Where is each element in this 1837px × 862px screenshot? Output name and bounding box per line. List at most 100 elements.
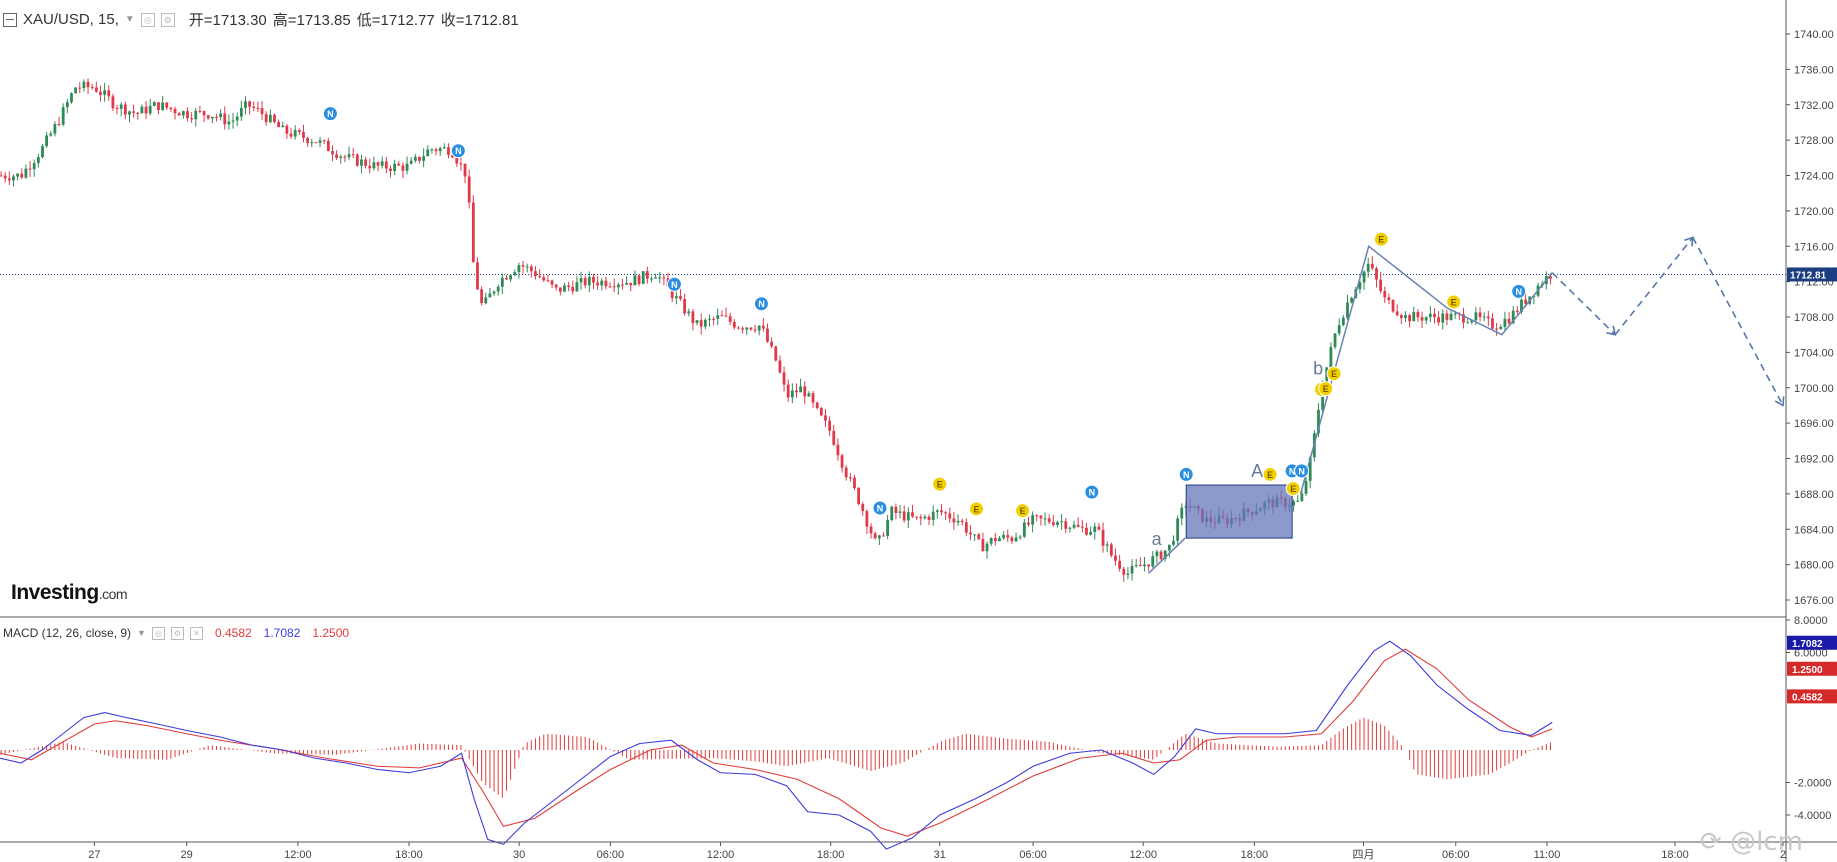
gear-icon[interactable]: ⚙ (170, 626, 184, 640)
marker-label: N (455, 146, 462, 156)
marker-label: N (327, 109, 334, 119)
candle-body (525, 266, 529, 268)
candle-body (161, 102, 165, 110)
candle-body (587, 276, 591, 286)
news-marker (753, 296, 769, 312)
price-tick-label: 1720.00 (1794, 206, 1834, 218)
candle-body (206, 115, 210, 119)
candle-body (1441, 313, 1445, 323)
candle-body (778, 360, 782, 373)
marker-label: N (758, 299, 765, 309)
collapse-toggle-icon[interactable] (3, 12, 17, 27)
candle-body (1010, 537, 1014, 542)
candle-body (1159, 551, 1163, 559)
marker-label: E (1323, 384, 1329, 394)
price-tick-label: 1704.00 (1794, 347, 1834, 359)
candle-body (123, 104, 127, 115)
candle-body (256, 107, 260, 109)
candle-body (331, 151, 334, 155)
symbol-label[interactable]: XAU/USD, 15, (23, 11, 119, 28)
candle-body (807, 393, 811, 397)
candle-body (32, 163, 36, 170)
candle-body (264, 114, 268, 123)
candle-body (844, 467, 848, 478)
candle-body (306, 137, 310, 143)
candle-body (1511, 310, 1515, 324)
investing-logo: Investing.com (11, 581, 128, 605)
macd-name[interactable]: MACD (12, 26, close, 9) (3, 626, 132, 640)
candle-body (447, 147, 450, 155)
candle-body (1122, 568, 1126, 575)
candle-body (289, 133, 293, 137)
event-marker (932, 476, 948, 492)
candle-body (1076, 524, 1080, 527)
candle-body (368, 165, 372, 169)
candle-body (882, 535, 885, 537)
candle-body (596, 282, 600, 286)
chevron-down-icon[interactable]: ▼ (124, 14, 135, 25)
candle-body (380, 161, 384, 166)
candle-body (699, 320, 703, 327)
marker-label: N (1515, 287, 1522, 297)
projection-line (1692, 237, 1784, 406)
high-value: 高=1713.85 (272, 12, 351, 29)
candle-body (931, 511, 935, 520)
candle-body (405, 163, 409, 171)
news-marker (666, 276, 682, 292)
candle-body (1022, 522, 1026, 537)
candle-body (1143, 564, 1146, 567)
marker-label: E (937, 480, 943, 490)
gear-icon[interactable]: ⚙ (160, 12, 175, 27)
candle-body (1304, 480, 1308, 494)
macd-value: 1.7082 (263, 626, 301, 640)
logo-main: Investing (11, 581, 99, 604)
event-marker (1285, 481, 1301, 497)
candle-body (848, 477, 852, 479)
candle-body (691, 311, 695, 323)
candle-body (268, 114, 272, 123)
candle-body (1515, 310, 1519, 312)
candle-body (165, 102, 169, 108)
candle-body (703, 319, 707, 327)
time-tick-label: 27 (88, 849, 100, 861)
macd-value-tag (1787, 689, 1837, 704)
candle-body (890, 506, 894, 521)
wave-arrow (1147, 537, 1186, 575)
candle-body (944, 512, 948, 514)
candle-body (438, 148, 442, 152)
candle-body (583, 278, 587, 286)
eye-icon[interactable]: ◎ (151, 626, 165, 640)
event-marker (1326, 366, 1342, 382)
candle-body (90, 87, 94, 89)
candle-body (467, 176, 471, 203)
candle-body (915, 516, 919, 518)
candle-body (654, 277, 658, 279)
news-marker (450, 143, 466, 159)
chevron-down-icon[interactable]: ▼ (137, 628, 146, 638)
price-tick-label: 1740.00 (1794, 29, 1834, 41)
price-tick-label: 1728.00 (1794, 135, 1834, 147)
candle-body (964, 522, 968, 533)
marker-label: E (1267, 470, 1273, 480)
candle-body (1064, 521, 1068, 529)
candle-body (658, 277, 662, 279)
open-value: 开=1713.30 (188, 12, 267, 29)
candle-body (1317, 409, 1320, 434)
candle-body (1138, 565, 1142, 567)
candle-body (500, 277, 504, 287)
candle-body (364, 159, 368, 166)
signal-line (0, 648, 1553, 837)
candle-body (745, 327, 749, 330)
candle-body (1375, 268, 1378, 280)
candle-body (1383, 291, 1387, 298)
candle-body (1499, 326, 1503, 330)
candle-body (1027, 522, 1030, 525)
close-icon[interactable]: ✕ (189, 626, 203, 640)
settings-icon[interactable]: ◎ (140, 12, 155, 27)
candle-body (761, 325, 765, 329)
candle-body (1308, 457, 1312, 481)
candle-body (869, 526, 873, 534)
chart-header: XAU/USD, 15, ▼ ◎ ⚙ 开=1713.30 高=1713.85 低… (3, 9, 519, 30)
candle-body (567, 285, 571, 287)
